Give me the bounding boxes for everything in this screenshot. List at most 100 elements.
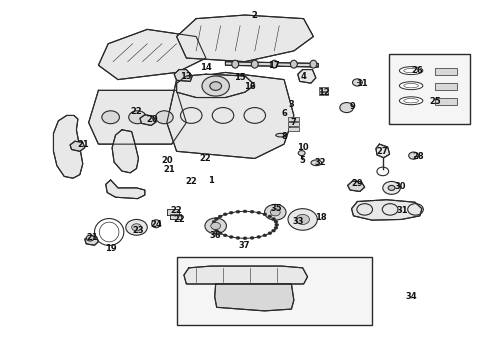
Circle shape	[288, 209, 318, 230]
Text: 12: 12	[318, 87, 330, 96]
Ellipse shape	[271, 60, 278, 68]
Bar	[176, 257, 372, 325]
Circle shape	[236, 210, 240, 213]
Text: 25: 25	[430, 96, 441, 105]
Polygon shape	[106, 180, 145, 199]
Circle shape	[268, 215, 272, 218]
Polygon shape	[167, 210, 178, 215]
Text: 35: 35	[271, 204, 283, 213]
Ellipse shape	[399, 82, 423, 90]
Text: 26: 26	[411, 66, 423, 75]
Circle shape	[388, 185, 395, 190]
Text: 8: 8	[281, 132, 287, 141]
Text: 17: 17	[269, 61, 280, 70]
Circle shape	[296, 215, 310, 225]
Polygon shape	[70, 141, 85, 151]
Polygon shape	[85, 235, 98, 245]
Text: 23: 23	[133, 226, 144, 235]
Text: 6: 6	[281, 109, 287, 118]
Circle shape	[257, 211, 261, 214]
Polygon shape	[98, 30, 206, 80]
Bar	[435, 83, 457, 90]
Text: 22: 22	[173, 215, 185, 224]
Circle shape	[243, 210, 247, 213]
Ellipse shape	[310, 60, 317, 68]
Text: 19: 19	[105, 244, 117, 253]
Polygon shape	[184, 266, 308, 284]
Text: 22: 22	[185, 177, 197, 186]
Ellipse shape	[291, 60, 297, 68]
Circle shape	[212, 220, 216, 223]
Text: 13: 13	[179, 72, 191, 81]
Polygon shape	[298, 69, 316, 83]
Circle shape	[223, 213, 227, 216]
Text: 37: 37	[238, 241, 250, 250]
Text: 9: 9	[350, 102, 355, 111]
Circle shape	[218, 232, 222, 235]
Circle shape	[126, 220, 147, 235]
Text: 31: 31	[396, 206, 408, 215]
Circle shape	[263, 234, 267, 237]
Polygon shape	[351, 200, 422, 220]
Circle shape	[271, 229, 275, 232]
Circle shape	[271, 217, 275, 220]
Ellipse shape	[152, 220, 160, 228]
Text: 7: 7	[290, 118, 296, 127]
Text: 22: 22	[131, 107, 143, 116]
Polygon shape	[174, 69, 192, 81]
Text: 20: 20	[161, 156, 172, 165]
Circle shape	[205, 218, 226, 234]
Circle shape	[86, 235, 94, 241]
Circle shape	[210, 82, 221, 90]
Circle shape	[243, 237, 247, 240]
Text: 14: 14	[200, 63, 212, 72]
Circle shape	[212, 226, 216, 229]
Circle shape	[223, 234, 227, 237]
Circle shape	[275, 224, 279, 226]
Bar	[435, 98, 457, 105]
Text: 2: 2	[252, 10, 258, 19]
Text: 29: 29	[351, 179, 363, 188]
Polygon shape	[170, 214, 181, 220]
Polygon shape	[176, 15, 314, 62]
Text: 21: 21	[77, 140, 89, 149]
Text: 33: 33	[292, 217, 303, 226]
Text: 11: 11	[356, 79, 368, 88]
Bar	[389, 54, 470, 125]
Circle shape	[263, 213, 267, 216]
Circle shape	[132, 224, 142, 231]
Circle shape	[250, 237, 254, 239]
Polygon shape	[112, 130, 139, 173]
Polygon shape	[376, 144, 390, 158]
Polygon shape	[89, 90, 186, 144]
Text: 22: 22	[171, 206, 182, 215]
Text: 1: 1	[208, 176, 214, 185]
Circle shape	[236, 237, 240, 239]
Ellipse shape	[251, 60, 258, 68]
Polygon shape	[347, 181, 365, 192]
Text: 21: 21	[163, 165, 175, 174]
Bar	[288, 127, 299, 131]
Text: 4: 4	[301, 72, 307, 81]
Polygon shape	[176, 74, 255, 98]
Ellipse shape	[276, 134, 287, 137]
Bar	[288, 117, 299, 121]
Polygon shape	[225, 62, 318, 67]
Text: 20: 20	[147, 114, 158, 123]
Text: 15: 15	[234, 73, 246, 82]
Circle shape	[250, 210, 254, 213]
Text: 34: 34	[405, 292, 417, 301]
Circle shape	[352, 79, 362, 86]
Circle shape	[274, 220, 278, 223]
Circle shape	[211, 222, 220, 229]
Circle shape	[270, 209, 280, 216]
Text: 3: 3	[289, 100, 294, 109]
Polygon shape	[167, 72, 294, 158]
Circle shape	[102, 111, 120, 124]
Text: 18: 18	[315, 213, 326, 222]
Bar	[435, 68, 457, 75]
Bar	[319, 87, 328, 91]
Text: 5: 5	[300, 156, 306, 165]
Polygon shape	[215, 284, 294, 311]
Text: 22: 22	[199, 154, 211, 163]
